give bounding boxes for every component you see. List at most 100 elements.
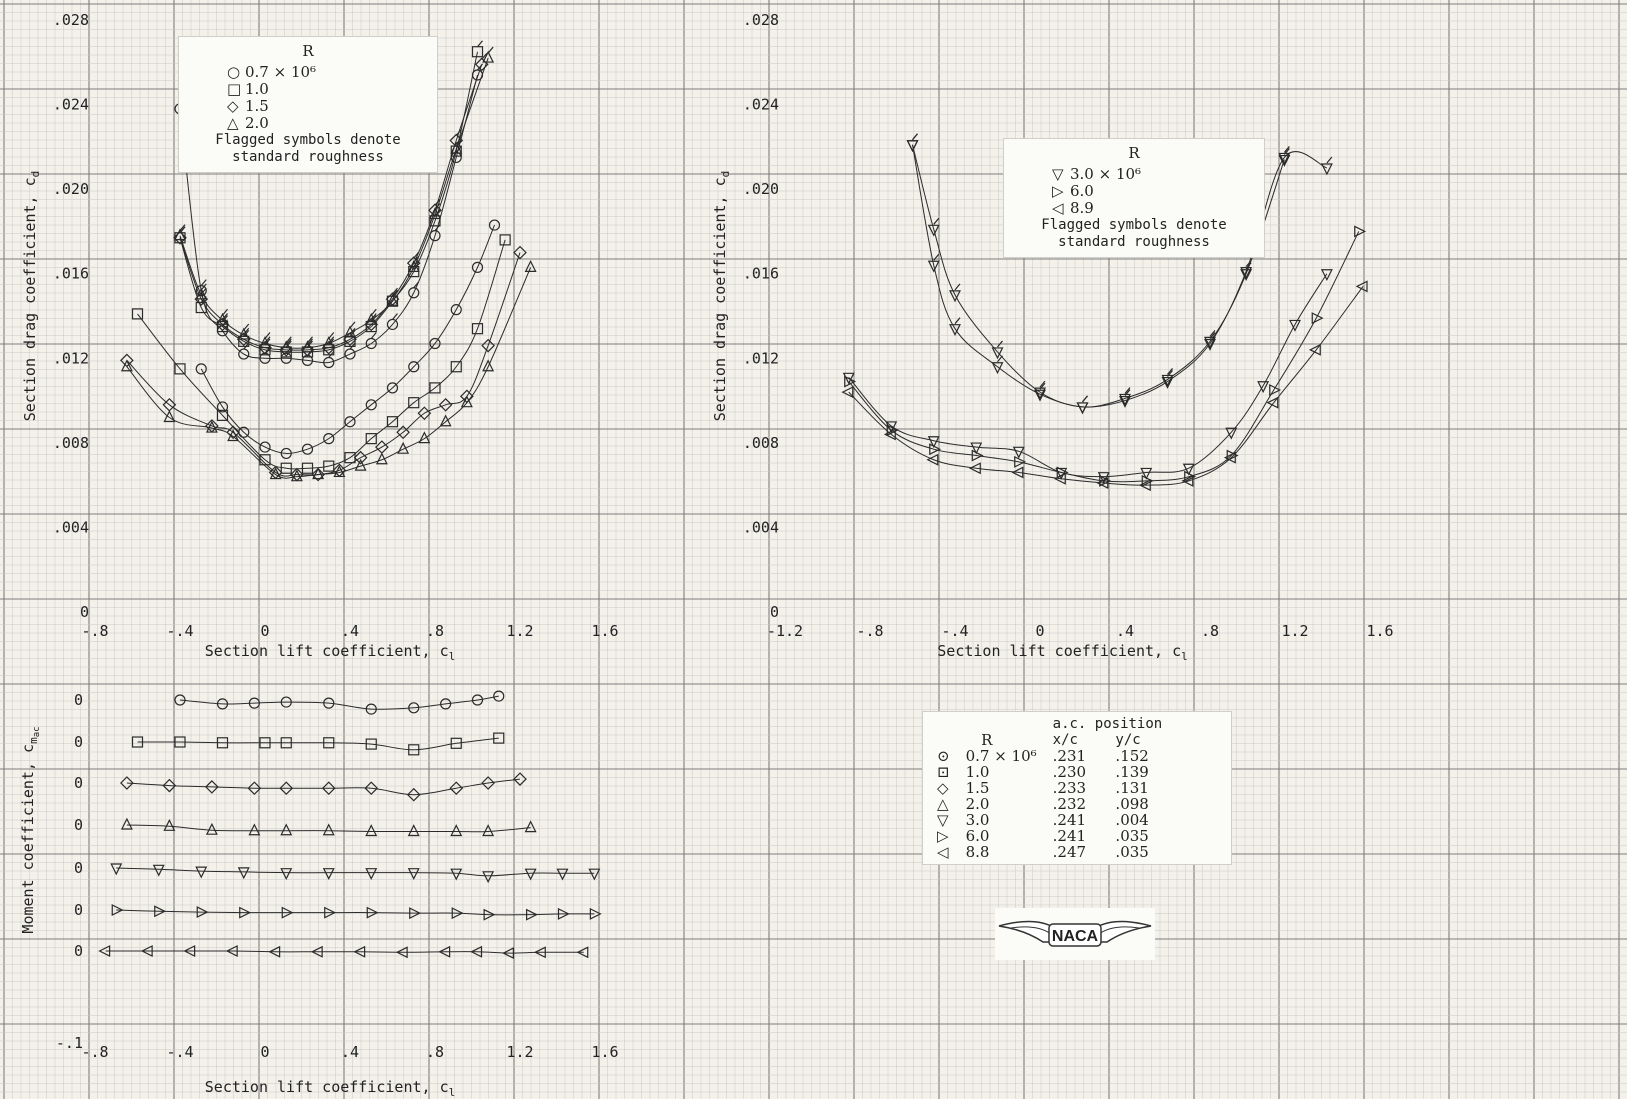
data-point <box>1289 319 1301 332</box>
data-point <box>1034 387 1046 400</box>
y-tick-label: 0 <box>74 733 83 751</box>
data-point <box>353 945 366 958</box>
data-point <box>927 436 940 449</box>
series-2.0 <box>120 817 537 837</box>
data-point <box>281 906 294 919</box>
series-line <box>179 695 499 710</box>
y-tick-label: .008 <box>53 434 89 452</box>
data-point <box>321 781 336 796</box>
data-point <box>301 340 314 353</box>
data-point <box>395 946 408 959</box>
ac-table-x: .233 <box>1052 779 1087 797</box>
roughness-flag <box>413 251 420 259</box>
series-line <box>137 737 499 751</box>
y-tick-label: .012 <box>53 349 89 367</box>
data-point <box>557 907 570 920</box>
x-tick-label: .4 <box>341 1043 359 1061</box>
data-point <box>333 465 346 478</box>
series-line <box>126 267 532 479</box>
data-point <box>365 433 377 445</box>
square-marker-icon: ⊡ <box>937 763 950 781</box>
roughness-flag <box>954 317 961 325</box>
data-point <box>524 260 537 272</box>
y-tick-label: .028 <box>53 11 89 29</box>
roughness-flag <box>455 146 462 153</box>
data-point <box>397 441 410 454</box>
y-tick-label: .016 <box>53 265 89 283</box>
data-point <box>493 690 505 702</box>
data-point <box>588 868 601 881</box>
triangle-right-marker-icon: ▷ <box>1052 182 1064 200</box>
data-point <box>471 323 484 335</box>
data-point <box>120 353 134 368</box>
data-point <box>1141 474 1154 487</box>
data-point <box>196 906 209 919</box>
data-point <box>407 868 420 881</box>
series-line <box>105 950 584 954</box>
data-point <box>301 462 314 474</box>
roughness-flag <box>222 313 228 320</box>
data-point <box>216 737 229 749</box>
legend-left: R ○ 0.7 × 10⁶ □ 1.0 ◇ 1.5 △ 2.0 Flagged symb… <box>178 36 438 173</box>
data-point <box>483 908 496 921</box>
roughness-flag <box>328 332 335 339</box>
roughness-flag <box>222 308 228 316</box>
data-point <box>949 324 961 337</box>
data-point <box>386 293 399 306</box>
x-tick-label: 1.6 <box>591 622 618 640</box>
ac-table-y: .152 <box>1115 747 1149 765</box>
legend-item: □ 1.0 <box>227 80 269 98</box>
data-point <box>365 399 377 411</box>
triangle-down-marker-icon: ▽ <box>1052 165 1064 183</box>
y-tick-label: 0 <box>80 603 89 621</box>
data-point <box>216 409 229 421</box>
data-point <box>323 697 335 709</box>
data-point <box>513 772 527 786</box>
data-point <box>429 337 441 350</box>
data-point <box>1240 269 1253 282</box>
roughness-flag <box>1082 395 1088 403</box>
roughness-flag <box>487 46 494 54</box>
roughness-flag <box>392 289 398 297</box>
data-point <box>354 458 367 471</box>
data-point <box>205 822 218 835</box>
ac-table-x: .247 <box>1052 843 1087 861</box>
series-6.0 <box>844 225 1367 487</box>
data-point <box>1181 474 1194 487</box>
data-point <box>322 868 335 881</box>
diamond-marker-icon: ◇ <box>937 779 949 797</box>
data-point <box>268 945 281 958</box>
data-point <box>269 467 282 480</box>
roughness-flag <box>285 336 292 344</box>
x-tick-label: 0 <box>260 622 269 640</box>
series-8.8 <box>98 945 589 960</box>
data-point <box>239 906 252 919</box>
ac-table-x: .241 <box>1052 811 1087 829</box>
data-point <box>971 449 984 462</box>
series-line <box>179 51 478 353</box>
ac-table-r: 1.5 <box>965 779 990 797</box>
data-point <box>471 261 484 273</box>
roughness-flag <box>1283 146 1290 153</box>
series-line <box>179 57 489 349</box>
data-point <box>131 308 144 320</box>
legend-note: Flagged symbols denote <box>1041 217 1227 233</box>
data-point <box>163 410 176 423</box>
data-point <box>429 382 441 394</box>
data-point <box>1240 267 1253 279</box>
data-point <box>1011 466 1024 479</box>
x-tick-label: 0 <box>260 1043 269 1061</box>
y-tick-label: .024 <box>743 96 779 114</box>
drag-plot-1 <box>841 133 1368 492</box>
data-point <box>1204 336 1216 349</box>
data-point <box>1012 446 1025 459</box>
x-tick-label: -.8 <box>81 1043 108 1061</box>
data-point <box>844 375 857 388</box>
data-point <box>1257 381 1270 394</box>
data-point <box>120 817 133 830</box>
data-point <box>110 863 123 876</box>
data-point <box>481 338 495 353</box>
roughness-flag <box>1326 156 1333 164</box>
data-point <box>926 453 939 466</box>
y-tick-label: .012 <box>743 349 779 367</box>
